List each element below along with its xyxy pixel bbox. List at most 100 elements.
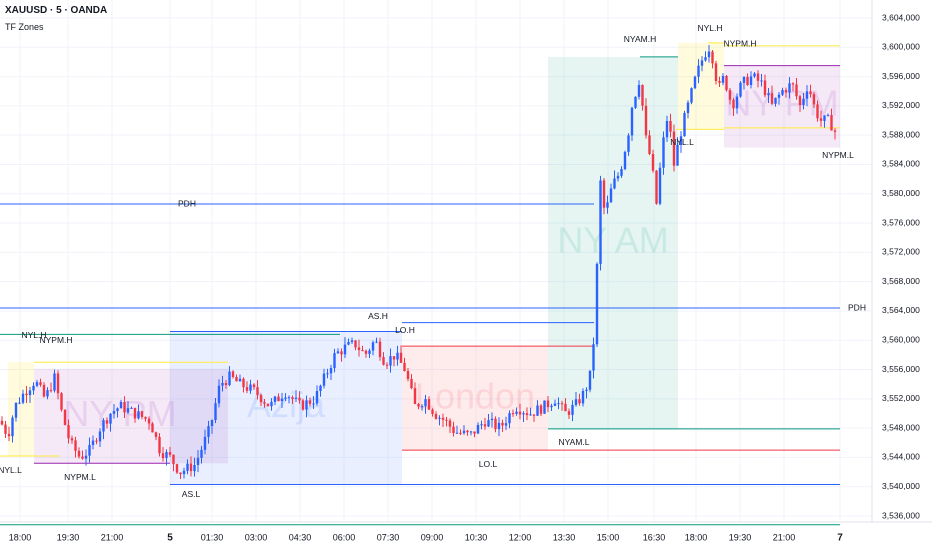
level-label: NYAM.L	[558, 437, 589, 447]
session-zone-nypm-prev	[34, 368, 228, 464]
candle-body	[557, 403, 560, 405]
candle-body	[42, 384, 46, 397]
candle-body	[833, 130, 837, 132]
candle-body	[210, 420, 214, 427]
candle-body	[735, 96, 739, 109]
y-tick-label: 3,604,000	[882, 12, 920, 22]
candle-body	[371, 342, 375, 351]
candle-body	[721, 75, 725, 83]
x-tick-label: 01:30	[201, 532, 224, 542]
candle-body	[18, 402, 21, 404]
candle-body	[602, 180, 606, 208]
candle-body	[679, 136, 683, 145]
candle-body	[168, 452, 172, 455]
candle-body	[98, 431, 102, 442]
candle-body	[256, 387, 259, 395]
candle-body	[137, 411, 140, 419]
candle-body	[441, 417, 445, 420]
candle-body	[830, 114, 833, 131]
candle-body	[809, 91, 812, 95]
candle-body	[791, 83, 795, 85]
candle-body	[756, 73, 760, 81]
candle-body	[501, 422, 504, 426]
session-zone-nyl-prev	[8, 362, 34, 456]
candle-body	[627, 135, 630, 152]
y-tick-label: 3,536,000	[882, 510, 920, 520]
candle-body	[172, 454, 175, 465]
candle-body	[49, 390, 53, 392]
candle-body	[613, 178, 616, 189]
candle-body	[280, 398, 284, 402]
session-zone-asia	[170, 331, 402, 485]
candle-body	[305, 400, 308, 410]
candle-body	[658, 167, 662, 204]
candle-body	[816, 104, 819, 119]
candle-body	[693, 76, 697, 89]
candle-body	[812, 94, 816, 105]
candle-body	[522, 413, 525, 415]
x-tick-label: 19:30	[57, 532, 80, 542]
level-label: PDH	[848, 302, 866, 312]
candle-body	[690, 88, 693, 103]
candle-body	[95, 440, 98, 442]
candle-body	[308, 400, 312, 404]
y-tick-label: 3,544,000	[882, 452, 920, 462]
candle-body	[770, 93, 774, 104]
candle-body	[11, 417, 14, 437]
candle-body	[469, 431, 473, 433]
candle-body	[161, 453, 165, 459]
candle-body	[742, 76, 746, 83]
candle-body	[648, 135, 651, 154]
candle-body	[571, 404, 574, 415]
candle-body	[819, 118, 823, 121]
candle-body	[760, 80, 763, 82]
y-tick-label: 3,556,000	[882, 364, 920, 374]
candle-body	[147, 418, 151, 424]
candle-body	[284, 397, 287, 399]
level-label: NYL.L	[670, 137, 694, 147]
candle-body	[826, 114, 830, 116]
candle-body	[487, 420, 490, 427]
candle-body	[455, 432, 459, 434]
candle-body	[669, 121, 672, 132]
candle-body	[651, 153, 655, 171]
candle-body	[182, 470, 186, 475]
candle-body	[515, 411, 518, 414]
candle-body	[483, 424, 487, 427]
level-label: NYPM.L	[822, 150, 854, 160]
candle-body	[595, 263, 599, 345]
candle-body	[560, 403, 564, 405]
candle-body	[126, 408, 130, 413]
x-tick-label: 15:00	[597, 532, 620, 542]
candle-body	[266, 403, 270, 407]
candle-body	[336, 351, 340, 354]
candle-body	[431, 409, 434, 414]
candle-body	[175, 464, 179, 473]
candle-body	[480, 424, 483, 426]
indicator-name[interactable]: TF Zones	[5, 22, 44, 32]
candle-body	[140, 411, 144, 417]
candle-body	[270, 401, 273, 407]
x-tick-label: 03:00	[245, 532, 268, 542]
candle-body	[497, 422, 501, 430]
candle-body	[774, 97, 777, 104]
session-watermark: Azija	[247, 384, 326, 425]
candle-body	[543, 400, 546, 414]
candle-body	[56, 373, 60, 394]
candle-body	[434, 413, 438, 419]
candle-body	[504, 423, 508, 426]
x-tick-label: 21:00	[773, 532, 796, 542]
candle-body	[382, 357, 385, 365]
candle-body	[301, 400, 305, 410]
candle-body	[532, 414, 536, 416]
chart-title[interactable]: XAUUSD · 5 · OANDA	[5, 5, 108, 16]
y-tick-label: 3,580,000	[882, 188, 920, 198]
x-tick-label: 5	[167, 533, 173, 544]
candle-body	[490, 418, 494, 421]
candle-body	[123, 401, 126, 413]
candle-body	[630, 107, 634, 136]
candle-body	[119, 401, 123, 409]
y-tick-label: 3,548,000	[882, 422, 920, 432]
